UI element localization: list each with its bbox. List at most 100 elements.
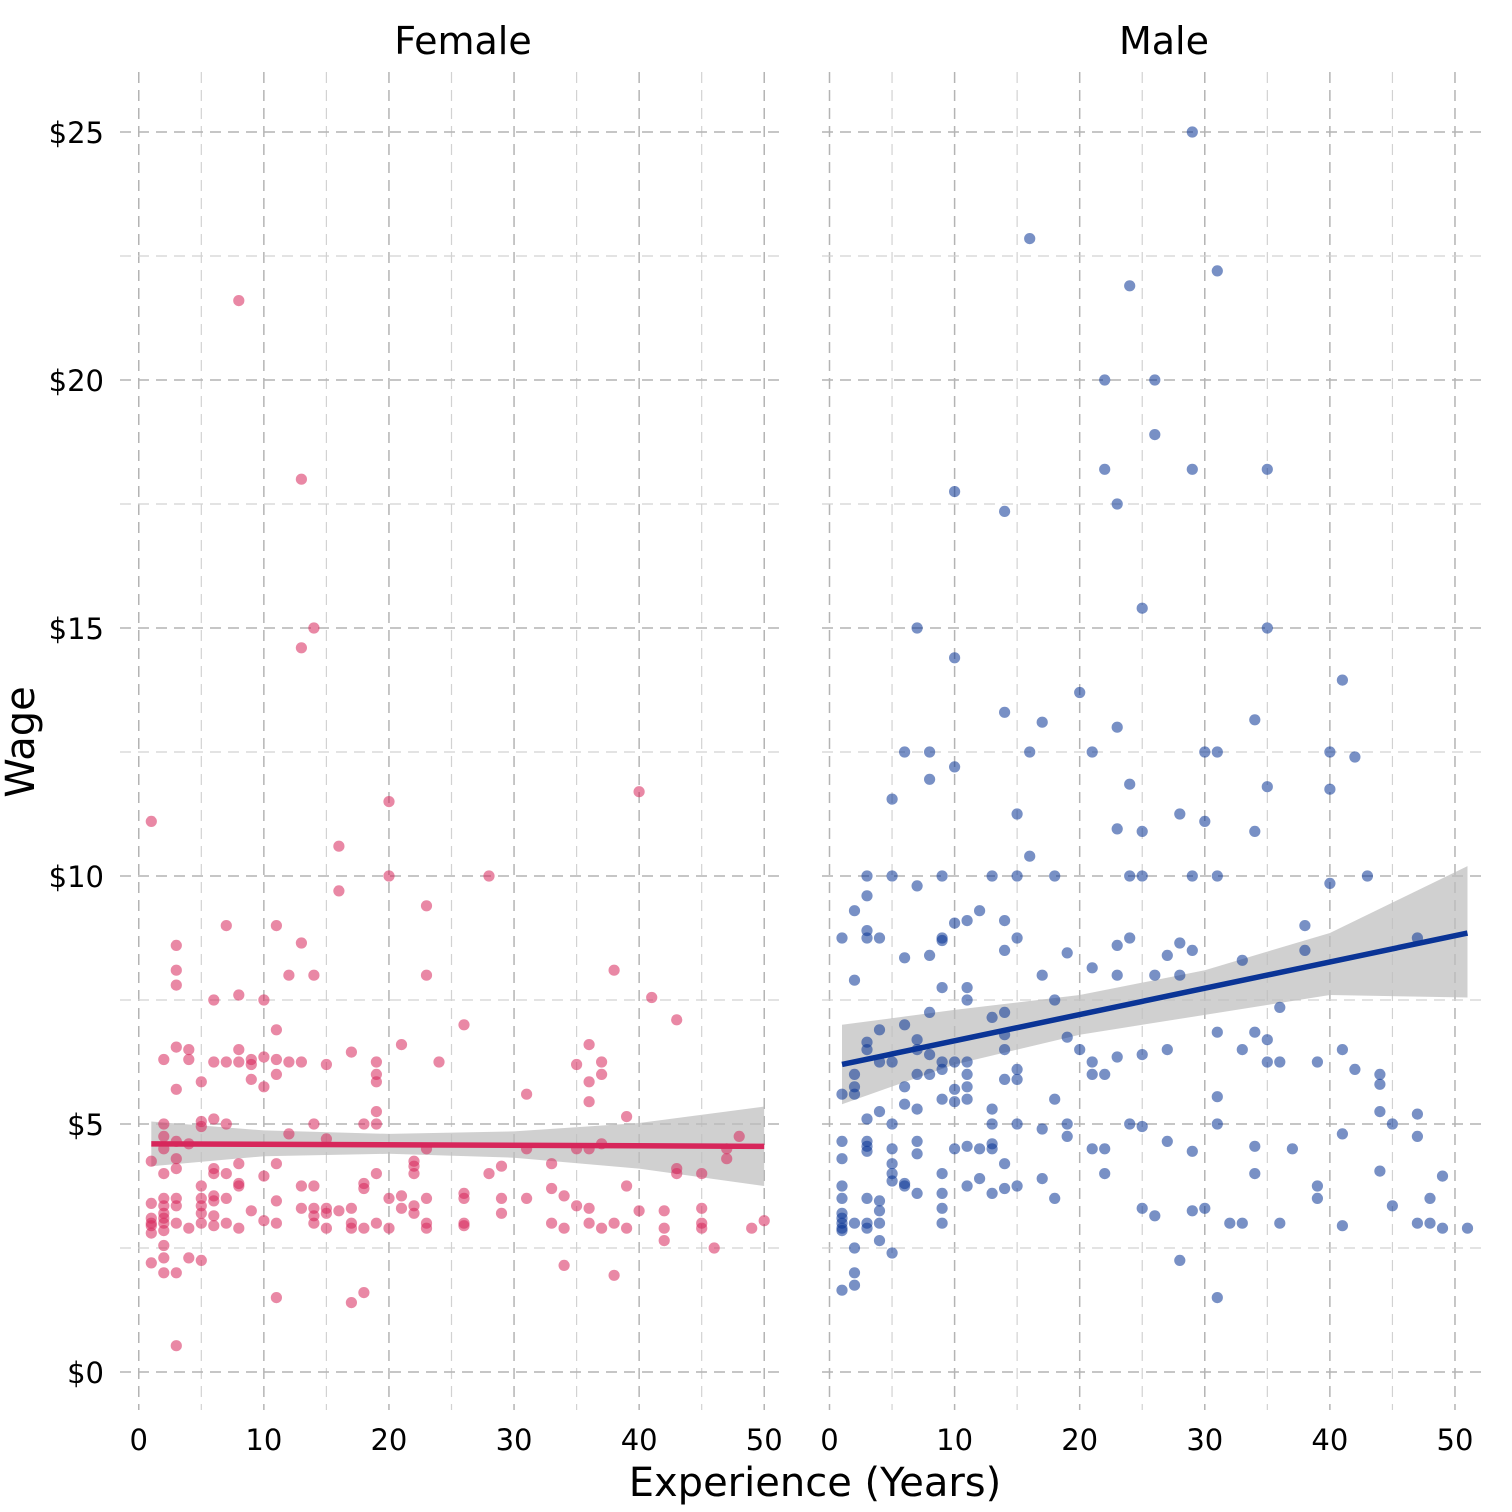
data-point-male (861, 890, 873, 902)
data-point-male (949, 917, 961, 929)
data-point-female (208, 1210, 220, 1222)
data-point-female (758, 1215, 770, 1227)
data-point-male (836, 932, 848, 944)
data-point-female (696, 1222, 708, 1234)
data-point-male (848, 974, 861, 986)
data-point-male (999, 944, 1011, 957)
data-point-male (899, 1180, 911, 1192)
data-point-female (220, 1168, 232, 1180)
data-point-female (596, 1068, 608, 1080)
data-points (145, 126, 1474, 1352)
data-point-male (1086, 1056, 1098, 1068)
data-point-female (208, 1195, 220, 1207)
data-point-male (1311, 1180, 1323, 1192)
data-point-male (1124, 1118, 1136, 1130)
y-tick-label: $25 (49, 116, 104, 150)
y-tick-label: $20 (49, 364, 104, 398)
data-point-male (1386, 1118, 1398, 1130)
data-point-female (495, 1192, 508, 1204)
data-point-female (420, 900, 433, 912)
data-point-male (986, 1143, 998, 1155)
data-point-female (546, 1158, 558, 1170)
data-point-male (986, 1011, 998, 1024)
data-point-female (170, 964, 182, 976)
data-point-male (1349, 751, 1361, 763)
data-point-male (899, 1081, 911, 1093)
data-point-male (911, 1068, 923, 1080)
data-point-female (370, 1118, 382, 1130)
data-point-female (270, 1053, 282, 1066)
data-point-male (861, 1113, 873, 1125)
data-point-male (836, 1192, 848, 1204)
data-point-male (1186, 463, 1198, 475)
data-point-male (1199, 746, 1211, 758)
data-point-male (1236, 954, 1248, 966)
data-point-female (558, 1259, 570, 1271)
data-point-female (646, 991, 658, 1004)
data-point-male (1324, 783, 1336, 795)
data-point-female (233, 1180, 245, 1192)
data-point-male (1374, 1068, 1386, 1080)
data-point-male (999, 1158, 1011, 1170)
data-point-female (145, 1257, 157, 1269)
data-point-male (1061, 1031, 1073, 1043)
data-point-female (170, 1340, 182, 1352)
data-point-male (1299, 944, 1311, 957)
data-point-female (333, 885, 345, 897)
x-tick-label: 50 (746, 1423, 783, 1457)
data-point-male (1211, 746, 1223, 758)
data-point-female (733, 1130, 745, 1142)
data-point-male (886, 1247, 898, 1259)
data-point-female (558, 1222, 570, 1234)
data-point-female (383, 1192, 395, 1204)
data-point-female (458, 1220, 470, 1232)
data-point-female (170, 1041, 182, 1053)
data-point-female (308, 1118, 320, 1130)
data-point-male (1249, 1168, 1261, 1180)
data-point-male (1224, 1217, 1236, 1229)
data-point-female (295, 1202, 307, 1214)
data-point-male (1374, 1165, 1386, 1177)
data-point-female (208, 1168, 220, 1180)
data-point-male (886, 793, 898, 805)
data-point-male (936, 982, 948, 994)
data-point-male (1361, 870, 1373, 882)
data-point-female (358, 1182, 370, 1195)
data-point-male (961, 1068, 973, 1080)
data-point-male (848, 1267, 861, 1279)
data-point-male (936, 1202, 948, 1214)
data-point-male (999, 1073, 1011, 1085)
data-point-male (886, 1175, 898, 1187)
data-point-male (1099, 1168, 1111, 1180)
data-point-female (433, 1056, 445, 1068)
data-point-female (233, 295, 245, 307)
data-point-female (220, 920, 232, 932)
data-point-female (320, 1207, 332, 1219)
x-tick-label: 30 (1186, 1423, 1223, 1457)
data-point-male (974, 1143, 986, 1155)
data-point-male (1411, 1130, 1423, 1142)
data-point-male (1086, 962, 1098, 974)
data-point-female (596, 1222, 608, 1234)
data-point-male (1124, 778, 1136, 790)
data-point-male (1086, 1068, 1098, 1080)
data-point-male (1174, 1254, 1186, 1266)
data-point-female (195, 1120, 207, 1133)
data-point-male (1411, 1108, 1423, 1120)
data-point-male (961, 915, 973, 927)
data-point-male (886, 1118, 898, 1130)
data-point-male (949, 761, 961, 773)
data-point-female (596, 1056, 608, 1068)
data-point-male (1124, 932, 1136, 944)
data-point-male (1211, 1026, 1223, 1038)
data-point-male (936, 1093, 948, 1105)
data-point-male (836, 1225, 848, 1237)
data-point-female (696, 1168, 708, 1180)
data-point-female (345, 1202, 357, 1214)
data-point-male (1386, 1200, 1398, 1212)
data-point-male (886, 1056, 898, 1068)
data-point-male (1049, 1093, 1061, 1105)
data-point-female (283, 1056, 295, 1068)
data-point-male (961, 994, 973, 1006)
